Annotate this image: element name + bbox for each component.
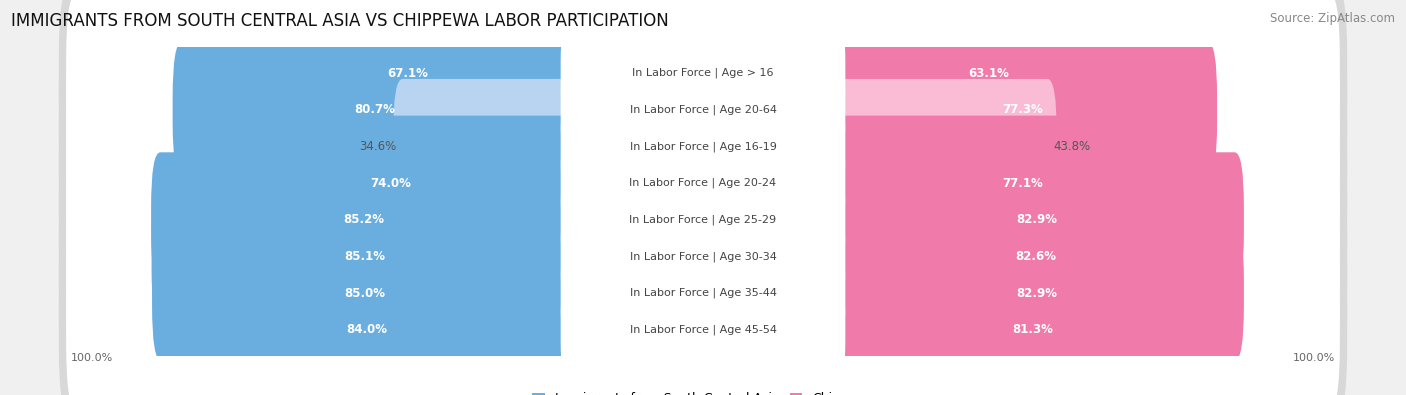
Text: In Labor Force | Age 30-34: In Labor Force | Age 30-34 [630,251,776,262]
FancyBboxPatch shape [561,165,845,275]
Text: 85.1%: 85.1% [344,250,385,263]
FancyBboxPatch shape [157,262,578,395]
Text: In Labor Force | Age 45-54: In Labor Force | Age 45-54 [630,325,776,335]
FancyBboxPatch shape [59,94,1347,272]
FancyBboxPatch shape [828,226,1244,361]
FancyBboxPatch shape [59,131,1347,308]
FancyBboxPatch shape [394,79,578,214]
FancyBboxPatch shape [66,139,1340,301]
FancyBboxPatch shape [152,226,578,361]
Text: In Labor Force | Age 35-44: In Labor Force | Age 35-44 [630,288,776,298]
FancyBboxPatch shape [173,42,578,177]
Text: 84.0%: 84.0% [346,324,388,336]
FancyBboxPatch shape [828,6,1149,141]
FancyBboxPatch shape [66,29,1340,190]
Text: 63.1%: 63.1% [969,67,1010,79]
Legend: Immigrants from South Central Asia, Chippewa: Immigrants from South Central Asia, Chip… [533,392,873,395]
Text: In Labor Force | Age 16-19: In Labor Force | Age 16-19 [630,141,776,152]
Text: IMMIGRANTS FROM SOUTH CENTRAL ASIA VS CHIPPEWA LABOR PARTICIPATION: IMMIGRANTS FROM SOUTH CENTRAL ASIA VS CH… [11,12,669,30]
FancyBboxPatch shape [561,19,845,128]
Text: 82.9%: 82.9% [1017,213,1057,226]
Text: 34.6%: 34.6% [359,140,396,153]
FancyBboxPatch shape [828,42,1218,177]
FancyBboxPatch shape [561,239,845,348]
Text: 100.0%: 100.0% [72,353,114,363]
Text: 80.7%: 80.7% [354,103,395,116]
FancyBboxPatch shape [561,128,845,238]
FancyBboxPatch shape [828,189,1243,324]
FancyBboxPatch shape [59,21,1347,199]
FancyBboxPatch shape [205,116,578,250]
Text: 43.8%: 43.8% [1053,140,1091,153]
Text: 85.2%: 85.2% [343,213,385,226]
FancyBboxPatch shape [828,152,1244,287]
Text: 77.3%: 77.3% [1002,103,1043,116]
Text: 81.3%: 81.3% [1012,324,1053,336]
FancyBboxPatch shape [561,55,845,164]
FancyBboxPatch shape [59,204,1347,382]
FancyBboxPatch shape [561,202,845,311]
FancyBboxPatch shape [150,152,578,287]
FancyBboxPatch shape [561,92,845,201]
Text: In Labor Force | Age 25-29: In Labor Force | Age 25-29 [630,214,776,225]
Text: In Labor Force | Age 20-24: In Labor Force | Age 20-24 [630,178,776,188]
FancyBboxPatch shape [66,0,1340,154]
Text: 82.6%: 82.6% [1015,250,1056,263]
Text: In Labor Force | Age 20-64: In Labor Force | Age 20-64 [630,105,776,115]
FancyBboxPatch shape [66,66,1340,227]
FancyBboxPatch shape [59,168,1347,345]
FancyBboxPatch shape [828,116,1216,250]
Text: In Labor Force | Age > 16: In Labor Force | Age > 16 [633,68,773,78]
FancyBboxPatch shape [66,249,1340,395]
FancyBboxPatch shape [59,241,1347,395]
Text: 74.0%: 74.0% [371,177,412,190]
FancyBboxPatch shape [66,213,1340,374]
FancyBboxPatch shape [561,275,845,384]
Text: 85.0%: 85.0% [344,287,385,300]
FancyBboxPatch shape [828,79,1057,214]
Text: 82.9%: 82.9% [1017,287,1057,300]
FancyBboxPatch shape [238,6,578,141]
FancyBboxPatch shape [59,0,1347,162]
Text: 100.0%: 100.0% [1292,353,1334,363]
FancyBboxPatch shape [828,262,1236,395]
FancyBboxPatch shape [66,176,1340,337]
FancyBboxPatch shape [66,102,1340,264]
Text: 77.1%: 77.1% [1002,177,1043,190]
Text: 67.1%: 67.1% [387,67,427,79]
FancyBboxPatch shape [152,189,578,324]
FancyBboxPatch shape [59,58,1347,235]
Text: Source: ZipAtlas.com: Source: ZipAtlas.com [1270,12,1395,25]
